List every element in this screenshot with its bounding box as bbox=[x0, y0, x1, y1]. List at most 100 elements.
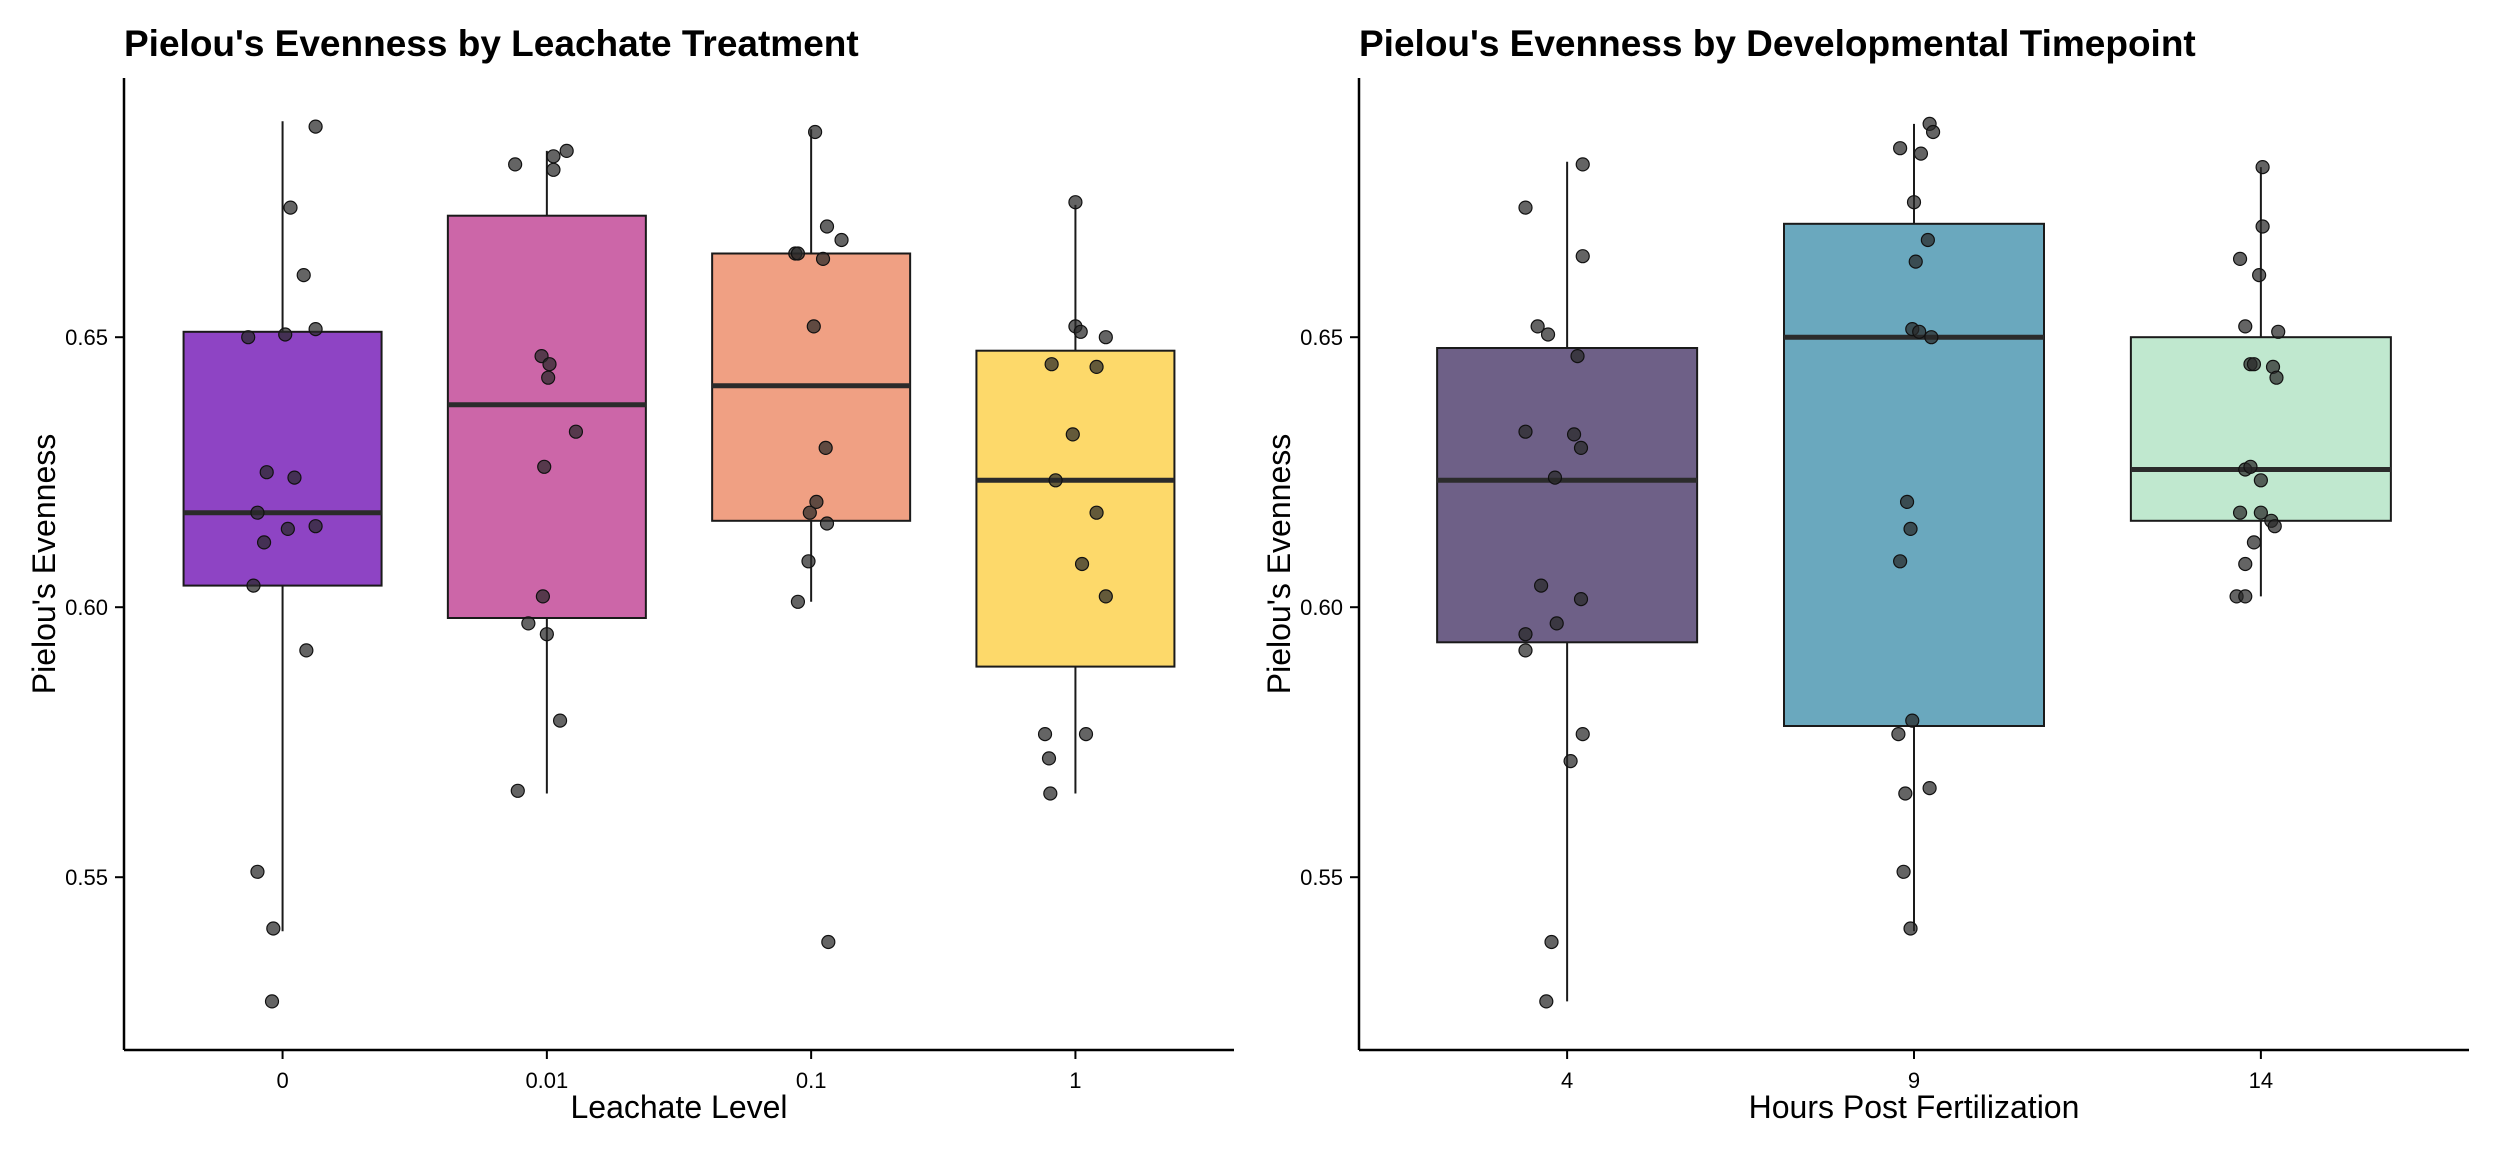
data-point bbox=[287, 470, 302, 485]
data-point bbox=[1908, 254, 1923, 269]
data-point bbox=[834, 232, 849, 248]
data-point bbox=[1547, 470, 1563, 485]
panel-leachate: Pielou's Evenness by Leachate Treatment … bbox=[26, 23, 1234, 1125]
data-point bbox=[1573, 591, 1589, 607]
data-point bbox=[2253, 473, 2268, 488]
box-14 bbox=[2129, 336, 2392, 522]
y-tick-label: 0.55 bbox=[65, 865, 108, 890]
data-point bbox=[1575, 249, 1590, 264]
data-point bbox=[546, 149, 561, 164]
data-point bbox=[1920, 232, 1935, 248]
data-point bbox=[280, 521, 295, 537]
data-point bbox=[1089, 505, 1104, 520]
data-point bbox=[2238, 556, 2253, 572]
data-point bbox=[1903, 921, 1918, 936]
data-point bbox=[299, 643, 314, 658]
box-1 bbox=[975, 349, 1176, 668]
x-tick-label: 14 bbox=[2249, 1068, 2273, 1093]
data-point bbox=[1575, 157, 1590, 172]
data-point bbox=[2246, 535, 2262, 550]
data-point bbox=[1570, 349, 1585, 364]
y-tick-label: 0.65 bbox=[1300, 325, 1343, 350]
data-point bbox=[1891, 726, 1906, 742]
box-0.01 bbox=[446, 214, 647, 619]
data-point bbox=[535, 589, 550, 604]
data-point bbox=[1563, 753, 1578, 769]
data-point bbox=[2243, 459, 2258, 474]
data-point bbox=[1925, 124, 1941, 140]
y-axis-title: Pielou's Evenness bbox=[1261, 434, 1297, 694]
data-point bbox=[1913, 146, 1929, 161]
data-point bbox=[1068, 195, 1083, 210]
data-point bbox=[1893, 554, 1908, 569]
data-point bbox=[2238, 589, 2253, 604]
data-point bbox=[1899, 494, 1915, 509]
data-point bbox=[2238, 319, 2253, 334]
data-point bbox=[806, 319, 821, 334]
data-point bbox=[1566, 427, 1582, 442]
panel-timepoint: Pielou's Evenness by Developmental Timep… bbox=[1261, 23, 2469, 1125]
data-point bbox=[1898, 786, 1913, 801]
box-0 bbox=[182, 330, 383, 587]
data-point bbox=[541, 370, 556, 385]
data-point bbox=[1912, 324, 1927, 339]
data-point bbox=[1924, 330, 1939, 345]
data-point bbox=[818, 440, 833, 455]
data-point bbox=[1065, 427, 1080, 442]
data-point bbox=[1893, 141, 1908, 156]
data-point bbox=[278, 327, 293, 342]
data-point bbox=[308, 322, 323, 337]
data-point bbox=[559, 143, 574, 158]
data-point bbox=[790, 594, 806, 609]
data-point bbox=[1098, 589, 1113, 604]
data-point bbox=[1905, 713, 1920, 728]
data-point bbox=[259, 465, 274, 480]
data-point bbox=[508, 157, 523, 172]
data-point bbox=[1098, 330, 1113, 345]
data-point bbox=[1518, 643, 1533, 658]
data-point bbox=[790, 246, 806, 261]
data-point bbox=[1540, 327, 1556, 342]
data-point bbox=[1906, 195, 1922, 210]
data-point bbox=[1089, 359, 1104, 374]
y-axis-title: Pielou's Evenness bbox=[26, 434, 62, 694]
data-point bbox=[537, 459, 552, 474]
plot-area: 0.55 0.60 0.65 4 9 14 bbox=[1300, 116, 2392, 1093]
data-point bbox=[1518, 627, 1533, 642]
data-point bbox=[2255, 219, 2270, 234]
data-point bbox=[2246, 357, 2262, 372]
data-point bbox=[2232, 251, 2248, 266]
chart-title: Pielou's Evenness by Leachate Treatment bbox=[124, 23, 859, 64]
data-point bbox=[1518, 424, 1533, 439]
data-point bbox=[2269, 370, 2284, 385]
x-tick-label: 0.1 bbox=[796, 1068, 827, 1093]
data-point bbox=[1073, 324, 1088, 339]
data-point bbox=[1041, 751, 1057, 766]
x-tick-label: 4 bbox=[1561, 1068, 1573, 1093]
x-tick-label: 0.01 bbox=[525, 1068, 568, 1093]
data-point bbox=[283, 200, 298, 215]
data-point bbox=[2255, 160, 2270, 175]
data-point bbox=[821, 934, 836, 950]
data-point bbox=[809, 494, 824, 509]
x-axis-title: Leachate Level bbox=[570, 1089, 787, 1125]
data-point bbox=[546, 162, 561, 177]
data-point bbox=[250, 505, 265, 520]
data-point bbox=[819, 219, 835, 234]
data-point bbox=[521, 616, 536, 631]
data-point bbox=[542, 357, 557, 372]
data-point bbox=[1573, 440, 1589, 455]
data-point bbox=[1518, 200, 1533, 215]
box-9 bbox=[1783, 222, 2045, 728]
data-point bbox=[241, 330, 256, 345]
data-point bbox=[539, 627, 554, 642]
data-point bbox=[1043, 786, 1058, 801]
data-point bbox=[1539, 994, 1554, 1009]
data-point bbox=[1896, 864, 1911, 879]
data-point bbox=[510, 783, 525, 798]
plot-area: 0.55 0.60 0.65 0 0.01 0.1 1 bbox=[65, 119, 1176, 1093]
chart-title: Pielou's Evenness by Developmental Timep… bbox=[1359, 23, 2196, 64]
data-point bbox=[1037, 726, 1053, 742]
